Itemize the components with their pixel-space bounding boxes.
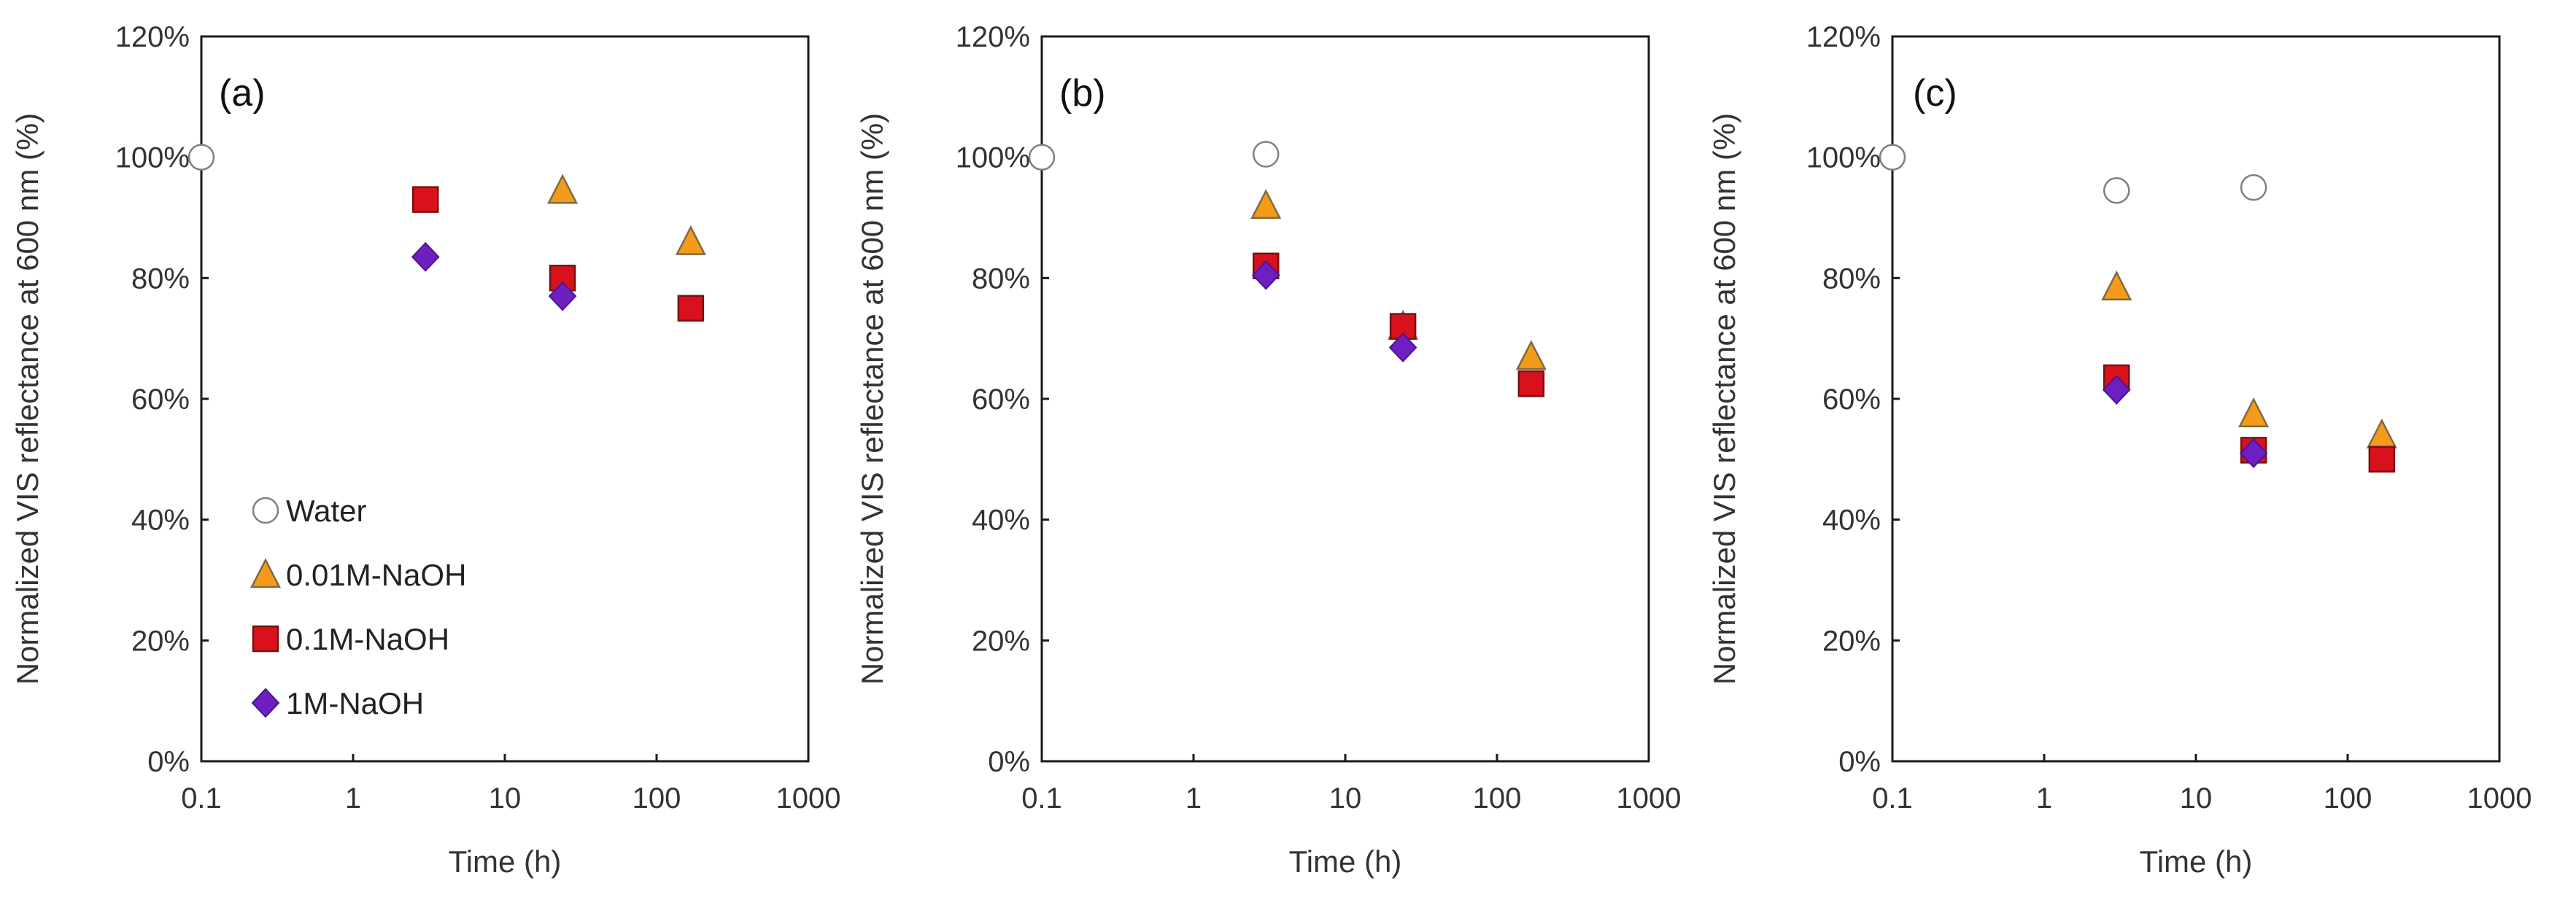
data-point-0-01m-naoh bbox=[1515, 340, 1547, 370]
x-tick-label: 1 bbox=[345, 782, 361, 814]
y-tick-label: 20% bbox=[131, 625, 190, 657]
y-tick-label: 100% bbox=[115, 142, 190, 174]
y-tick-label: 120% bbox=[115, 21, 190, 53]
legend-label-water: Water bbox=[286, 494, 366, 528]
y-tick-label: 0% bbox=[1838, 746, 1881, 778]
x-tick-label: 10 bbox=[1329, 782, 1362, 814]
data-point-water bbox=[2240, 174, 2267, 201]
x-tick-label: 0.1 bbox=[181, 782, 222, 814]
data-point-0-01m-naoh bbox=[1250, 189, 1282, 219]
legend-marker-0-1m-naoh bbox=[252, 625, 279, 653]
data-point-1m-naoh bbox=[2102, 375, 2131, 405]
legend-label-0-01m-naoh: 0.01M-NaOH bbox=[286, 558, 466, 592]
chart-panel-3: 0% 20% 40% 60% 80% 100% 120% 0.1 1 10 100 1000 Time … bbox=[1707, 21, 2531, 879]
x-tick-label: 10 bbox=[2180, 782, 2213, 814]
y-tick-label: 100% bbox=[1806, 142, 1881, 174]
data-point-1m-naoh bbox=[1251, 260, 1280, 290]
data-point-0-1m-naoh bbox=[2368, 446, 2396, 473]
panel-label: (c) bbox=[1913, 72, 1957, 114]
plot-frame bbox=[1891, 35, 2501, 763]
y-axis-title: Normalized VIS reflectance at 600 nm (%) bbox=[1707, 113, 1741, 685]
data-point-0-01m-naoh bbox=[675, 225, 706, 255]
y-tick-label: 120% bbox=[956, 21, 1030, 53]
data-point-0-1m-naoh bbox=[411, 186, 439, 213]
x-tick-label: 1000 bbox=[776, 782, 841, 814]
x-tick-label: 10 bbox=[489, 782, 522, 814]
x-tick-label: 100 bbox=[1473, 782, 1522, 814]
chart-panel-1: 0% 20% 40% 60% 80% 100% 120% 0.1 1 10 100 1000 Time … bbox=[10, 21, 840, 879]
y-tick-label: 80% bbox=[1822, 262, 1881, 295]
data-point-water bbox=[1252, 141, 1280, 168]
x-tick-label: 0.1 bbox=[1021, 782, 1062, 814]
y-tick-label: 40% bbox=[1822, 505, 1881, 537]
y-tick-label: 120% bbox=[1806, 21, 1881, 53]
panel-label: (a) bbox=[219, 72, 266, 114]
legend-label-1m-naoh: 1M-NaOH bbox=[286, 686, 424, 720]
data-point-water bbox=[187, 144, 215, 171]
y-axis-title: Normalized VIS reflectance at 600 nm (%) bbox=[10, 113, 45, 685]
y-tick-label: 80% bbox=[131, 262, 190, 295]
data-point-0-01m-naoh bbox=[547, 174, 579, 204]
data-point-water bbox=[2103, 176, 2130, 204]
data-point-water bbox=[1028, 144, 1056, 171]
data-point-0-01m-naoh bbox=[2238, 397, 2270, 427]
legend-label-0-1m-naoh: 0.1M-NaOH bbox=[286, 622, 449, 656]
x-tick-label: 0.1 bbox=[1872, 782, 1913, 814]
plot-frame bbox=[1040, 35, 1650, 763]
y-tick-label: 0% bbox=[988, 746, 1030, 778]
y-axis-title: Normalized VIS reflectance at 600 nm (%) bbox=[855, 113, 889, 685]
y-tick-label: 60% bbox=[972, 384, 1030, 416]
x-tick-label: 100 bbox=[633, 782, 681, 814]
y-tick-label: 100% bbox=[956, 142, 1030, 174]
y-tick-label: 20% bbox=[972, 625, 1030, 657]
x-axis-title: Time (h) bbox=[449, 844, 562, 879]
data-point-water bbox=[1879, 144, 1906, 171]
legend: Water 0.01M-NaOH 0.1M-NaOH 1M-NaOH bbox=[250, 494, 466, 720]
y-tick-label: 0% bbox=[147, 746, 190, 778]
data-point-0-1m-naoh bbox=[677, 295, 705, 322]
x-tick-label: 100 bbox=[2324, 782, 2372, 814]
data-point-0-1m-naoh bbox=[1517, 370, 1545, 397]
chart-panel-2: 0% 20% 40% 60% 80% 100% 120% 0.1 1 10 100 1000 Time … bbox=[855, 21, 1681, 879]
data-point-1m-naoh bbox=[2239, 438, 2268, 469]
data-point-0-01m-naoh bbox=[2366, 418, 2397, 448]
y-tick-label: 60% bbox=[1822, 384, 1881, 416]
data-point-0-01m-naoh bbox=[2101, 271, 2132, 301]
y-tick-label: 40% bbox=[972, 505, 1030, 537]
data-point-1m-naoh bbox=[411, 241, 440, 272]
panel-label: (b) bbox=[1059, 72, 1106, 114]
x-tick-label: 1 bbox=[1185, 782, 1202, 814]
x-axis-title: Time (h) bbox=[2140, 844, 2253, 879]
legend-marker-1m-naoh bbox=[251, 688, 280, 718]
x-tick-label: 1000 bbox=[1617, 782, 1682, 814]
y-tick-label: 20% bbox=[1822, 625, 1881, 657]
data-point-1m-naoh bbox=[548, 281, 577, 311]
x-tick-label: 1000 bbox=[2467, 782, 2532, 814]
y-tick-label: 80% bbox=[972, 262, 1030, 295]
data-point-1m-naoh bbox=[1388, 332, 1417, 363]
legend-marker-water bbox=[252, 497, 279, 524]
y-tick-label: 40% bbox=[131, 505, 190, 537]
x-axis-title: Time (h) bbox=[1289, 844, 1402, 879]
x-tick-label: 1 bbox=[2036, 782, 2052, 814]
legend-marker-0-01m-naoh bbox=[250, 558, 282, 588]
y-tick-label: 60% bbox=[131, 384, 190, 416]
